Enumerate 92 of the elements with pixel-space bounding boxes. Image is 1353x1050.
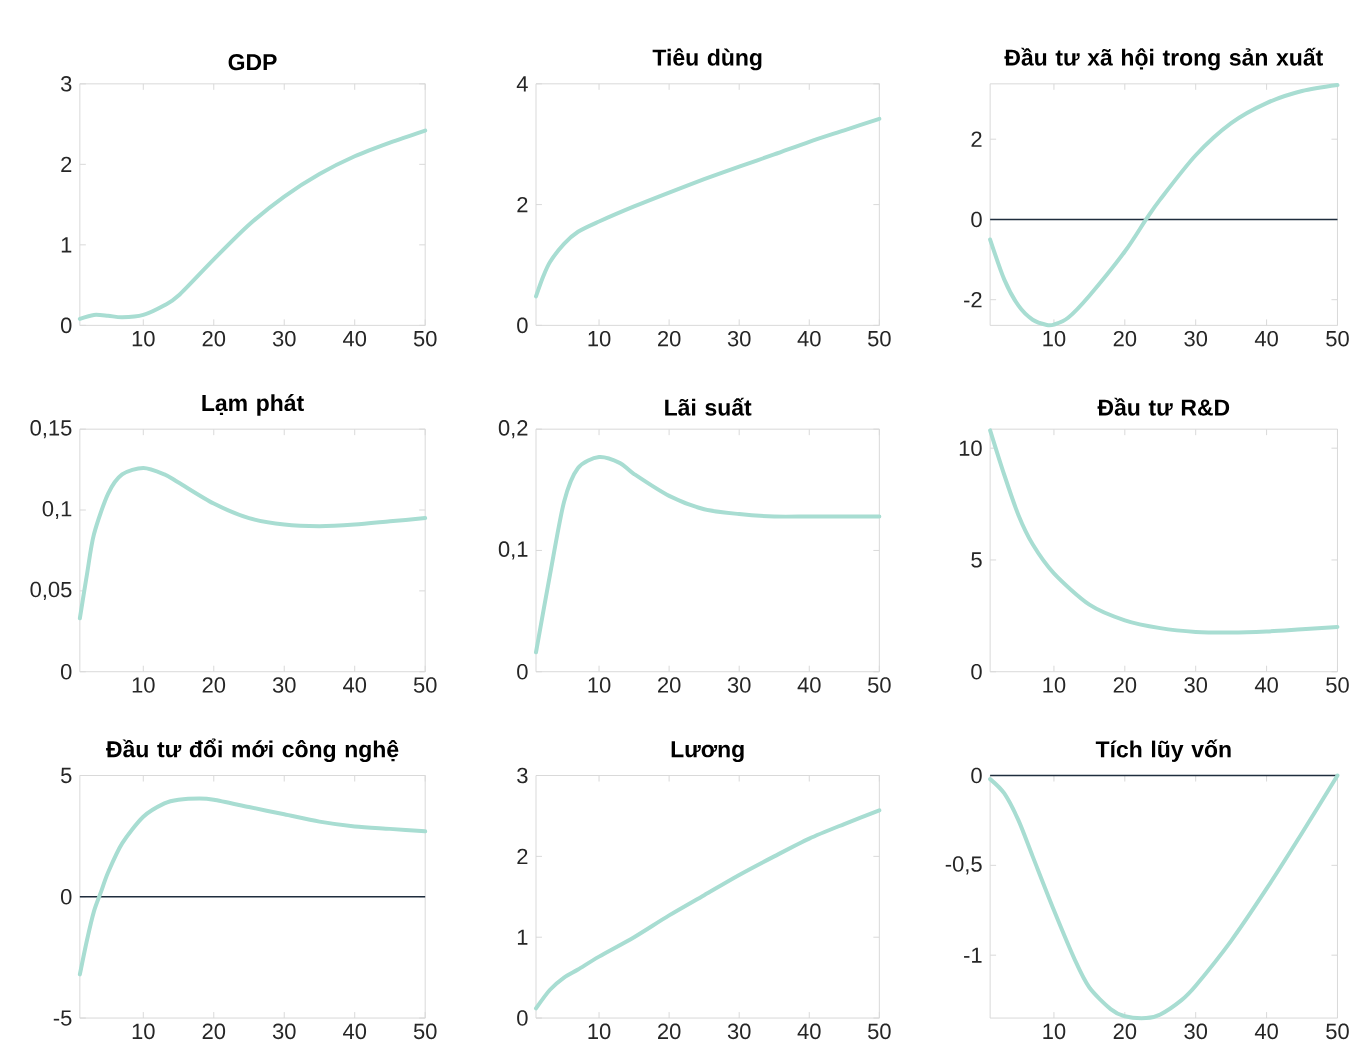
- x-tick-label: 10: [132, 677, 155, 693]
- y-tick-label: 0: [971, 663, 982, 680]
- y-tick-label: 0: [971, 211, 982, 228]
- x-tick-label: 40: [343, 1023, 367, 1040]
- line-series: [988, 773, 1340, 1021]
- x-tick-label: 50: [413, 1023, 437, 1040]
- x-tick-label: 30: [727, 677, 751, 693]
- y-tick-label: -2: [964, 292, 982, 308]
- line-series: [533, 455, 882, 655]
- x-tick-label: 30: [272, 330, 296, 347]
- x-tick-label: 40: [343, 677, 367, 693]
- y-tick-label: 5: [971, 552, 982, 568]
- x-tick-label: 10: [588, 677, 611, 693]
- y-tick-label: 1: [517, 929, 528, 945]
- line-series: [77, 796, 428, 977]
- x-tick-label: 20: [202, 677, 226, 693]
- y-tick-label: 0: [60, 889, 72, 905]
- y-tick-label: 0,05: [30, 581, 72, 600]
- y-tick-label: 0: [517, 663, 528, 680]
- x-tick-label: 20: [658, 330, 681, 347]
- x-tick-label: 50: [1326, 677, 1349, 693]
- x-tick-label: 10: [588, 1023, 611, 1040]
- x-tick-label: 50: [868, 677, 891, 693]
- y-tick-label: 3: [60, 76, 72, 92]
- x-tick-label: 50: [1326, 1023, 1349, 1040]
- x-tick-label: 40: [797, 330, 821, 347]
- x-tick-label: 30: [272, 1023, 296, 1040]
- y-tick-label: 5: [61, 767, 72, 784]
- x-tick-label: 10: [1043, 330, 1066, 347]
- y-tick-label: 0: [60, 663, 72, 680]
- x-tick-label: 40: [1254, 677, 1278, 693]
- chart-title: Lãi suất: [665, 397, 752, 416]
- y-tick-label: 10: [959, 440, 982, 456]
- y-tick-label: 1: [61, 237, 72, 253]
- x-tick-label: 20: [1113, 330, 1137, 347]
- y-tick-label: 2: [971, 131, 982, 147]
- chart-title: Đầu tư xã hội trong sản xuất: [1004, 47, 1323, 71]
- x-tick-label: 20: [1113, 677, 1137, 693]
- x-tick-label: 30: [272, 677, 296, 693]
- y-tick-label: 0,1: [498, 541, 528, 560]
- y-tick-label: 0,2: [498, 420, 528, 439]
- y-tick-label: 0: [60, 317, 72, 334]
- chart-title: Tiêu dùng: [652, 48, 762, 71]
- y-tick-label: 0,15: [30, 420, 72, 439]
- chart-title: GDP: [228, 54, 277, 71]
- chart-title: Lạm phát: [202, 394, 304, 416]
- line-series: [77, 128, 428, 321]
- y-tick-label: 2: [61, 156, 72, 173]
- x-tick-label: 40: [1254, 1023, 1278, 1040]
- chart-title: Tích lũy vốn: [1095, 739, 1231, 763]
- y-tick-label: -5: [53, 1010, 72, 1026]
- y-tick-label: -1: [964, 947, 982, 963]
- x-tick-label: 10: [588, 330, 611, 347]
- x-tick-label: 30: [727, 330, 751, 347]
- line-series: [533, 116, 882, 299]
- x-tick-label: 30: [727, 1023, 751, 1040]
- x-tick-label: 40: [797, 677, 821, 693]
- line-series: [988, 83, 1340, 328]
- y-tick-label: 0: [971, 767, 982, 784]
- x-tick-label: 50: [413, 677, 437, 693]
- line-series: [533, 808, 882, 1011]
- x-tick-label: 40: [797, 1023, 821, 1040]
- line-series: [77, 465, 428, 621]
- x-tick-label: 20: [202, 1023, 226, 1040]
- x-tick-label: 10: [1043, 677, 1066, 693]
- x-tick-label: 30: [1184, 1023, 1208, 1040]
- x-tick-label: 40: [1254, 330, 1278, 347]
- x-tick-label: 30: [1184, 677, 1208, 693]
- y-tick-label: 3: [517, 767, 528, 784]
- chart-title: Lương: [671, 741, 744, 763]
- x-tick-label: 10: [132, 1023, 155, 1040]
- x-tick-label: 30: [1184, 330, 1208, 347]
- y-tick-label: 2: [517, 848, 528, 865]
- y-tick-label: 0,1: [42, 500, 72, 520]
- chart-title: Đầu tư R&D: [1097, 397, 1230, 416]
- x-tick-label: 20: [658, 1023, 681, 1040]
- y-tick-label: 0: [517, 317, 528, 334]
- y-tick-label: -0,5: [945, 856, 982, 875]
- x-tick-label: 50: [1326, 330, 1349, 347]
- x-tick-label: 10: [1043, 1023, 1066, 1040]
- x-tick-label: 20: [658, 677, 681, 693]
- y-tick-label: 4: [516, 76, 528, 92]
- x-tick-label: 50: [868, 330, 891, 347]
- x-tick-label: 20: [1113, 1023, 1137, 1040]
- x-tick-label: 10: [132, 330, 155, 347]
- chart-title: Đầu tư đổi mới công nghệ: [106, 738, 399, 763]
- x-tick-label: 40: [343, 330, 367, 347]
- x-tick-label: 50: [868, 1023, 891, 1040]
- x-tick-label: 50: [413, 330, 437, 347]
- x-tick-label: 20: [202, 330, 226, 347]
- y-tick-label: 2: [517, 196, 528, 213]
- y-tick-label: 0: [517, 1010, 528, 1026]
